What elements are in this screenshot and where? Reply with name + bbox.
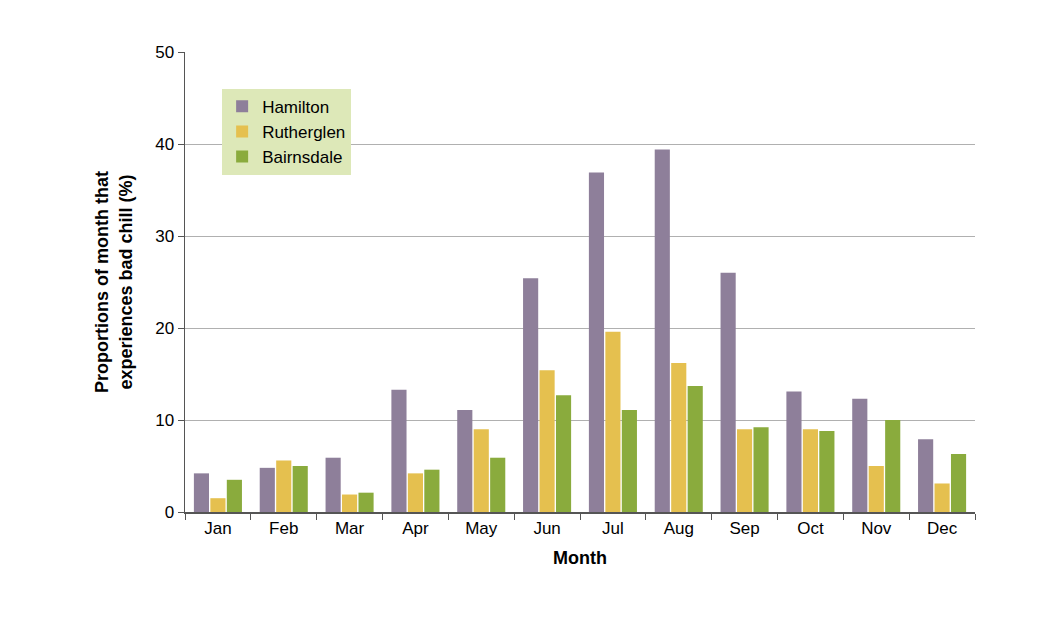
- svg-text:Apr: Apr: [402, 519, 429, 538]
- svg-text:40: 40: [155, 135, 174, 154]
- svg-text:Aug: Aug: [664, 519, 694, 538]
- svg-text:Feb: Feb: [269, 519, 298, 538]
- svg-text:0: 0: [165, 503, 174, 522]
- svg-text:Hamilton: Hamilton: [262, 98, 329, 117]
- svg-text:Rutherglen: Rutherglen: [262, 123, 345, 142]
- svg-text:Jun: Jun: [533, 519, 560, 538]
- svg-text:30: 30: [155, 227, 174, 246]
- svg-text:Bairnsdale: Bairnsdale: [262, 148, 342, 167]
- svg-text:Month: Month: [553, 548, 607, 568]
- svg-text:Jul: Jul: [602, 519, 624, 538]
- svg-text:Dec: Dec: [927, 519, 958, 538]
- svg-text:50: 50: [155, 43, 174, 62]
- svg-text:Oct: Oct: [797, 519, 824, 538]
- svg-text:Mar: Mar: [335, 519, 365, 538]
- svg-text:Jan: Jan: [204, 519, 231, 538]
- svg-text:May: May: [465, 519, 498, 538]
- svg-text:10: 10: [155, 411, 174, 430]
- svg-text:20: 20: [155, 319, 174, 338]
- svg-text:Sep: Sep: [729, 519, 759, 538]
- svg-text:Proportions of month thatexper: Proportions of month thatexperiences bad…: [92, 171, 135, 393]
- svg-text:Nov: Nov: [861, 519, 892, 538]
